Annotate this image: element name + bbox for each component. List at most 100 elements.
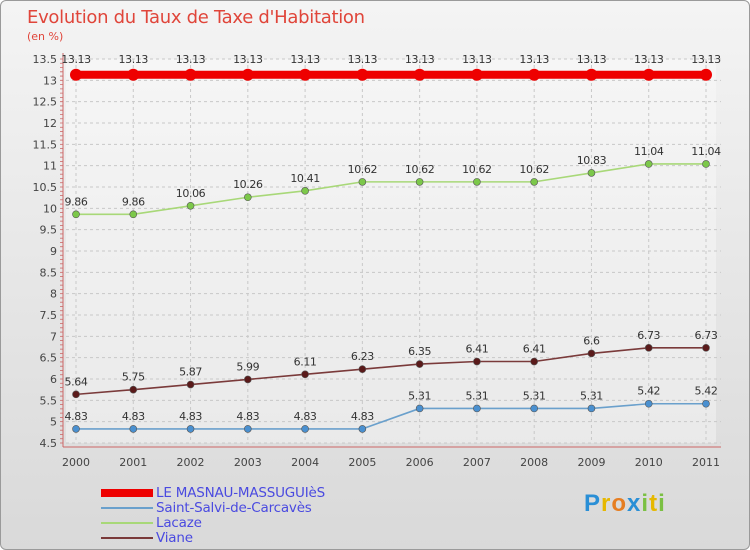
data-label: 5.87 [179, 366, 202, 379]
legend-label: Viane [156, 530, 193, 546]
data-point [470, 68, 483, 81]
data-point [129, 385, 138, 394]
data-point [415, 178, 424, 186]
data-point [530, 357, 538, 366]
data-label: 11.04 [691, 145, 721, 158]
data-point [358, 425, 367, 433]
data-label: 6.23 [351, 350, 374, 363]
data-label: 5.64 [65, 375, 88, 388]
data-point [528, 68, 541, 81]
legend-label: Lacaze [156, 515, 202, 531]
data-label: 6.11 [294, 355, 317, 368]
data-label: 13.13 [462, 53, 492, 66]
data-label: 4.83 [122, 410, 145, 423]
logo-letter: x [627, 490, 642, 517]
x-tick-label: 2001 [119, 456, 147, 469]
data-label: 13.13 [290, 53, 320, 66]
y-tick-label: 7.5 [40, 309, 58, 322]
data-label: 10.83 [577, 154, 607, 167]
x-tick-label: 2006 [406, 456, 434, 469]
chart-title: Evolution du Taux de Taxe d'Habitation [27, 7, 365, 28]
data-point [587, 349, 596, 358]
data-point [186, 425, 195, 433]
y-tick-label: 10.5 [33, 181, 58, 194]
logo-letter: t [649, 490, 659, 517]
data-point [301, 370, 309, 379]
x-tick-label: 2005 [348, 456, 376, 469]
y-tick-label: 13.5 [33, 53, 58, 66]
data-label: 10.41 [290, 172, 320, 185]
legend-swatch [101, 522, 153, 524]
data-point [700, 68, 712, 81]
legend-swatch [101, 537, 153, 539]
y-tick-label: 4.5 [40, 437, 58, 450]
data-point [129, 425, 138, 433]
data-label: 5.31 [580, 389, 603, 402]
data-point [184, 68, 197, 81]
data-point [127, 68, 140, 81]
series-line [75, 402, 707, 430]
data-label: 5.42 [695, 385, 718, 398]
data-point [415, 404, 424, 413]
data-label: 13.13 [119, 53, 149, 66]
data-point [473, 178, 481, 186]
proxiti-logo: Proxiti [584, 490, 666, 518]
data-point [473, 404, 481, 413]
y-tick-label: 5.5 [40, 394, 58, 407]
x-tick-label: 2007 [463, 456, 491, 469]
y-tick-label: 8 [50, 288, 57, 301]
y-tick-label: 11.5 [33, 138, 58, 151]
data-label: 5.31 [465, 389, 488, 402]
data-label: 6.6 [583, 334, 600, 347]
x-tick-label: 2008 [520, 456, 548, 469]
logo-letter: r [601, 490, 612, 517]
data-point [415, 360, 424, 368]
data-point [530, 404, 538, 413]
y-tick-label: 6 [50, 373, 57, 386]
y-tick-label: 10 [43, 202, 57, 215]
data-point [644, 160, 653, 168]
data-point [244, 375, 252, 384]
data-label: 4.83 [179, 410, 202, 423]
y-tick-label: 5 [50, 416, 57, 429]
data-label: 13.13 [61, 53, 91, 66]
data-point [244, 425, 252, 433]
data-label: 10.26 [233, 178, 263, 191]
data-label: 4.83 [65, 410, 88, 423]
data-point [72, 210, 80, 219]
data-label: 10.62 [348, 163, 378, 176]
legend-label: Saint-Salvi-de-Carcavès [156, 500, 312, 516]
data-point [644, 399, 653, 408]
x-tick-label: 2002 [177, 456, 205, 469]
data-label: 6.73 [695, 329, 718, 342]
data-point [358, 178, 367, 186]
logo-letter: P [584, 490, 602, 517]
y-tick-label: 6.5 [40, 352, 58, 365]
data-label: 13.13 [577, 53, 607, 66]
series-line [75, 163, 707, 216]
data-point [358, 365, 367, 373]
data-label: 13.13 [405, 53, 435, 66]
data-point [301, 425, 309, 433]
x-tick-label: 2003 [234, 456, 262, 469]
y-tick-label: 11 [43, 160, 57, 173]
data-label: 13.13 [519, 53, 549, 66]
y-tick-label: 9 [50, 245, 57, 258]
data-label: 13.13 [348, 53, 378, 66]
data-label: 4.83 [294, 410, 317, 423]
y-tick-label: 13 [43, 74, 57, 87]
legend-label: LE MASNAU-MASSUGUIèS [156, 485, 325, 501]
series-line [75, 347, 707, 396]
data-label: 9.86 [122, 195, 145, 208]
logo-letter: i [641, 490, 650, 517]
data-label: 5.99 [236, 360, 259, 373]
x-tick-label: 2009 [577, 456, 605, 469]
data-label: 6.41 [523, 343, 546, 356]
data-point [642, 68, 655, 81]
chart-unit-label: (en %) [27, 30, 64, 43]
data-label: 10.62 [462, 163, 492, 176]
data-label: 4.83 [236, 410, 259, 423]
data-point [244, 193, 252, 202]
